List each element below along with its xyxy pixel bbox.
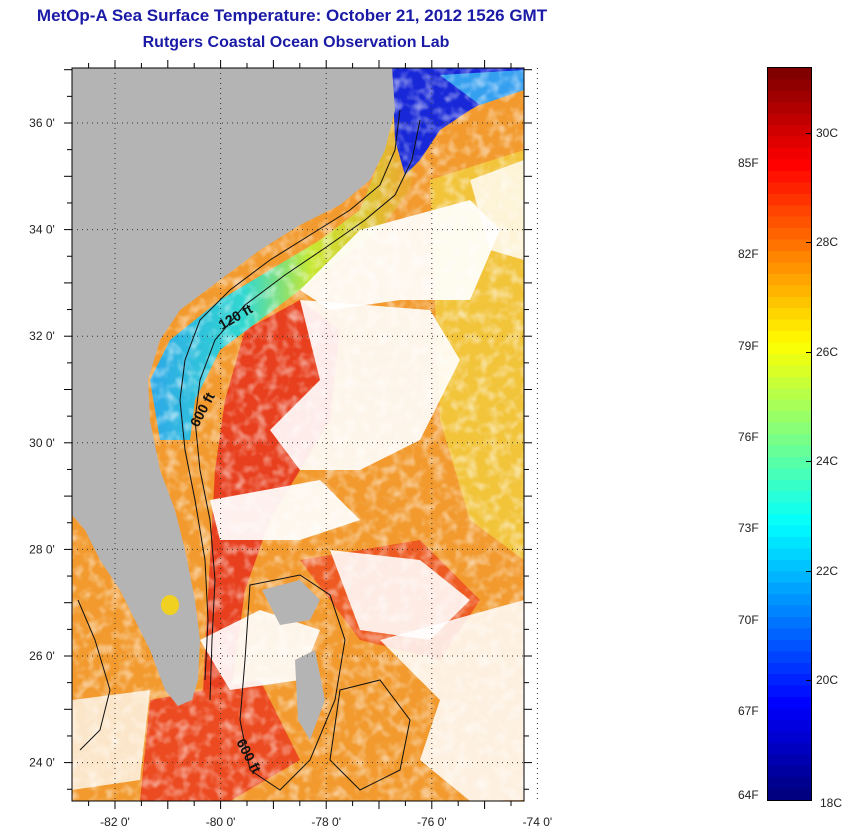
- celsius-tick: [806, 242, 812, 244]
- fahrenheit-label: 82F: [738, 247, 759, 262]
- latitude-tick-label: 32 0': [29, 329, 55, 343]
- contour-gulf: [77, 599, 111, 751]
- axis-ticks: [64, 60, 532, 809]
- temperature-colorbar: [767, 67, 812, 801]
- longitude-tick-label: -80 0': [206, 815, 236, 829]
- latitude-tick-label: 30 0': [29, 436, 55, 450]
- graticule: [72, 68, 538, 801]
- fahrenheit-label: 85F: [738, 156, 759, 171]
- contour-bahamas-bank: [239, 574, 346, 791]
- longitude-tick-label: -78 0': [311, 815, 341, 829]
- celsius-label: 30C: [816, 125, 839, 140]
- celsius-tick: [806, 132, 812, 134]
- fahrenheit-label: 79F: [738, 338, 759, 353]
- longitude-tick-label: -76 0': [417, 815, 447, 829]
- map-frame: [71, 67, 525, 802]
- celsius-tick: [806, 461, 812, 463]
- map-title: MetOp-A Sea Surface Temperature: October…: [36, 6, 548, 25]
- longitude-tick-label: -82 0': [100, 815, 130, 829]
- lake-okeechobee: [161, 595, 179, 615]
- latitude-tick-label: 28 0': [29, 542, 55, 556]
- latitude-tick-label: 26 0': [29, 649, 55, 663]
- celsius-label: 22C: [816, 563, 839, 578]
- celsius-tick: [806, 351, 812, 353]
- celsius-tick: [806, 680, 812, 682]
- contour-600ft: [194, 119, 421, 701]
- contour-120ft: [179, 109, 401, 681]
- fahrenheit-label: 70F: [738, 612, 759, 627]
- contour-bahamas-bank: [329, 679, 411, 791]
- longitude-labels: -82 0' -80 0' -78 0' -76 0' -74 0': [100, 815, 552, 829]
- longitude-tick-label: -74 0': [523, 815, 553, 829]
- celsius-label: 18C: [820, 796, 843, 810]
- celsius-label: 26C: [816, 344, 839, 359]
- celsius-tick: [806, 570, 812, 572]
- map-subtitle: Rutgers Coastal Ocean Observation Lab: [142, 34, 450, 51]
- latitude-tick-label: 24 0': [29, 756, 55, 770]
- fahrenheit-label: 67F: [738, 703, 759, 718]
- latitude-tick-label: 34 0': [29, 223, 55, 237]
- land-andros: [295, 650, 325, 740]
- celsius-label: 20C: [816, 673, 839, 688]
- fahrenheit-label: 73F: [738, 521, 759, 536]
- fahrenheit-label: 64F: [738, 788, 759, 802]
- latitude-labels: 36 0' 34 0' 32 0' 30 0' 28 0' 26 0' 24 0': [29, 116, 55, 770]
- latitude-tick-label: 36 0': [29, 116, 55, 130]
- land-mainland: [72, 68, 395, 706]
- land-bahamas: [262, 580, 320, 625]
- fahrenheit-label: 76F: [738, 430, 759, 445]
- celsius-label: 24C: [816, 454, 839, 469]
- celsius-label: 28C: [816, 235, 839, 250]
